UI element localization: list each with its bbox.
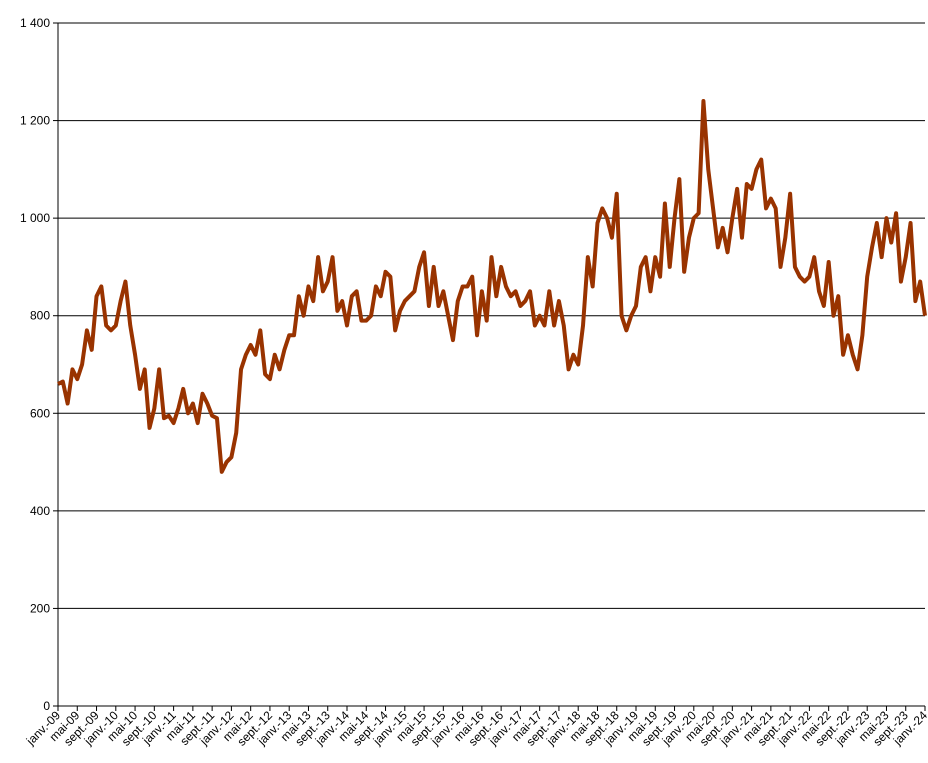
y-tick-label: 1 200 [20,114,50,128]
y-tick-label: 200 [30,601,50,615]
y-tick-label: 400 [30,504,50,518]
data-line [57,99,927,474]
y-tick-label: 1 000 [20,211,50,225]
y-tick-label: 1 400 [20,16,50,30]
y-tick-label: 0 [43,699,50,713]
y-tick-label: 600 [30,406,50,420]
y-tick-label: 800 [30,309,50,323]
